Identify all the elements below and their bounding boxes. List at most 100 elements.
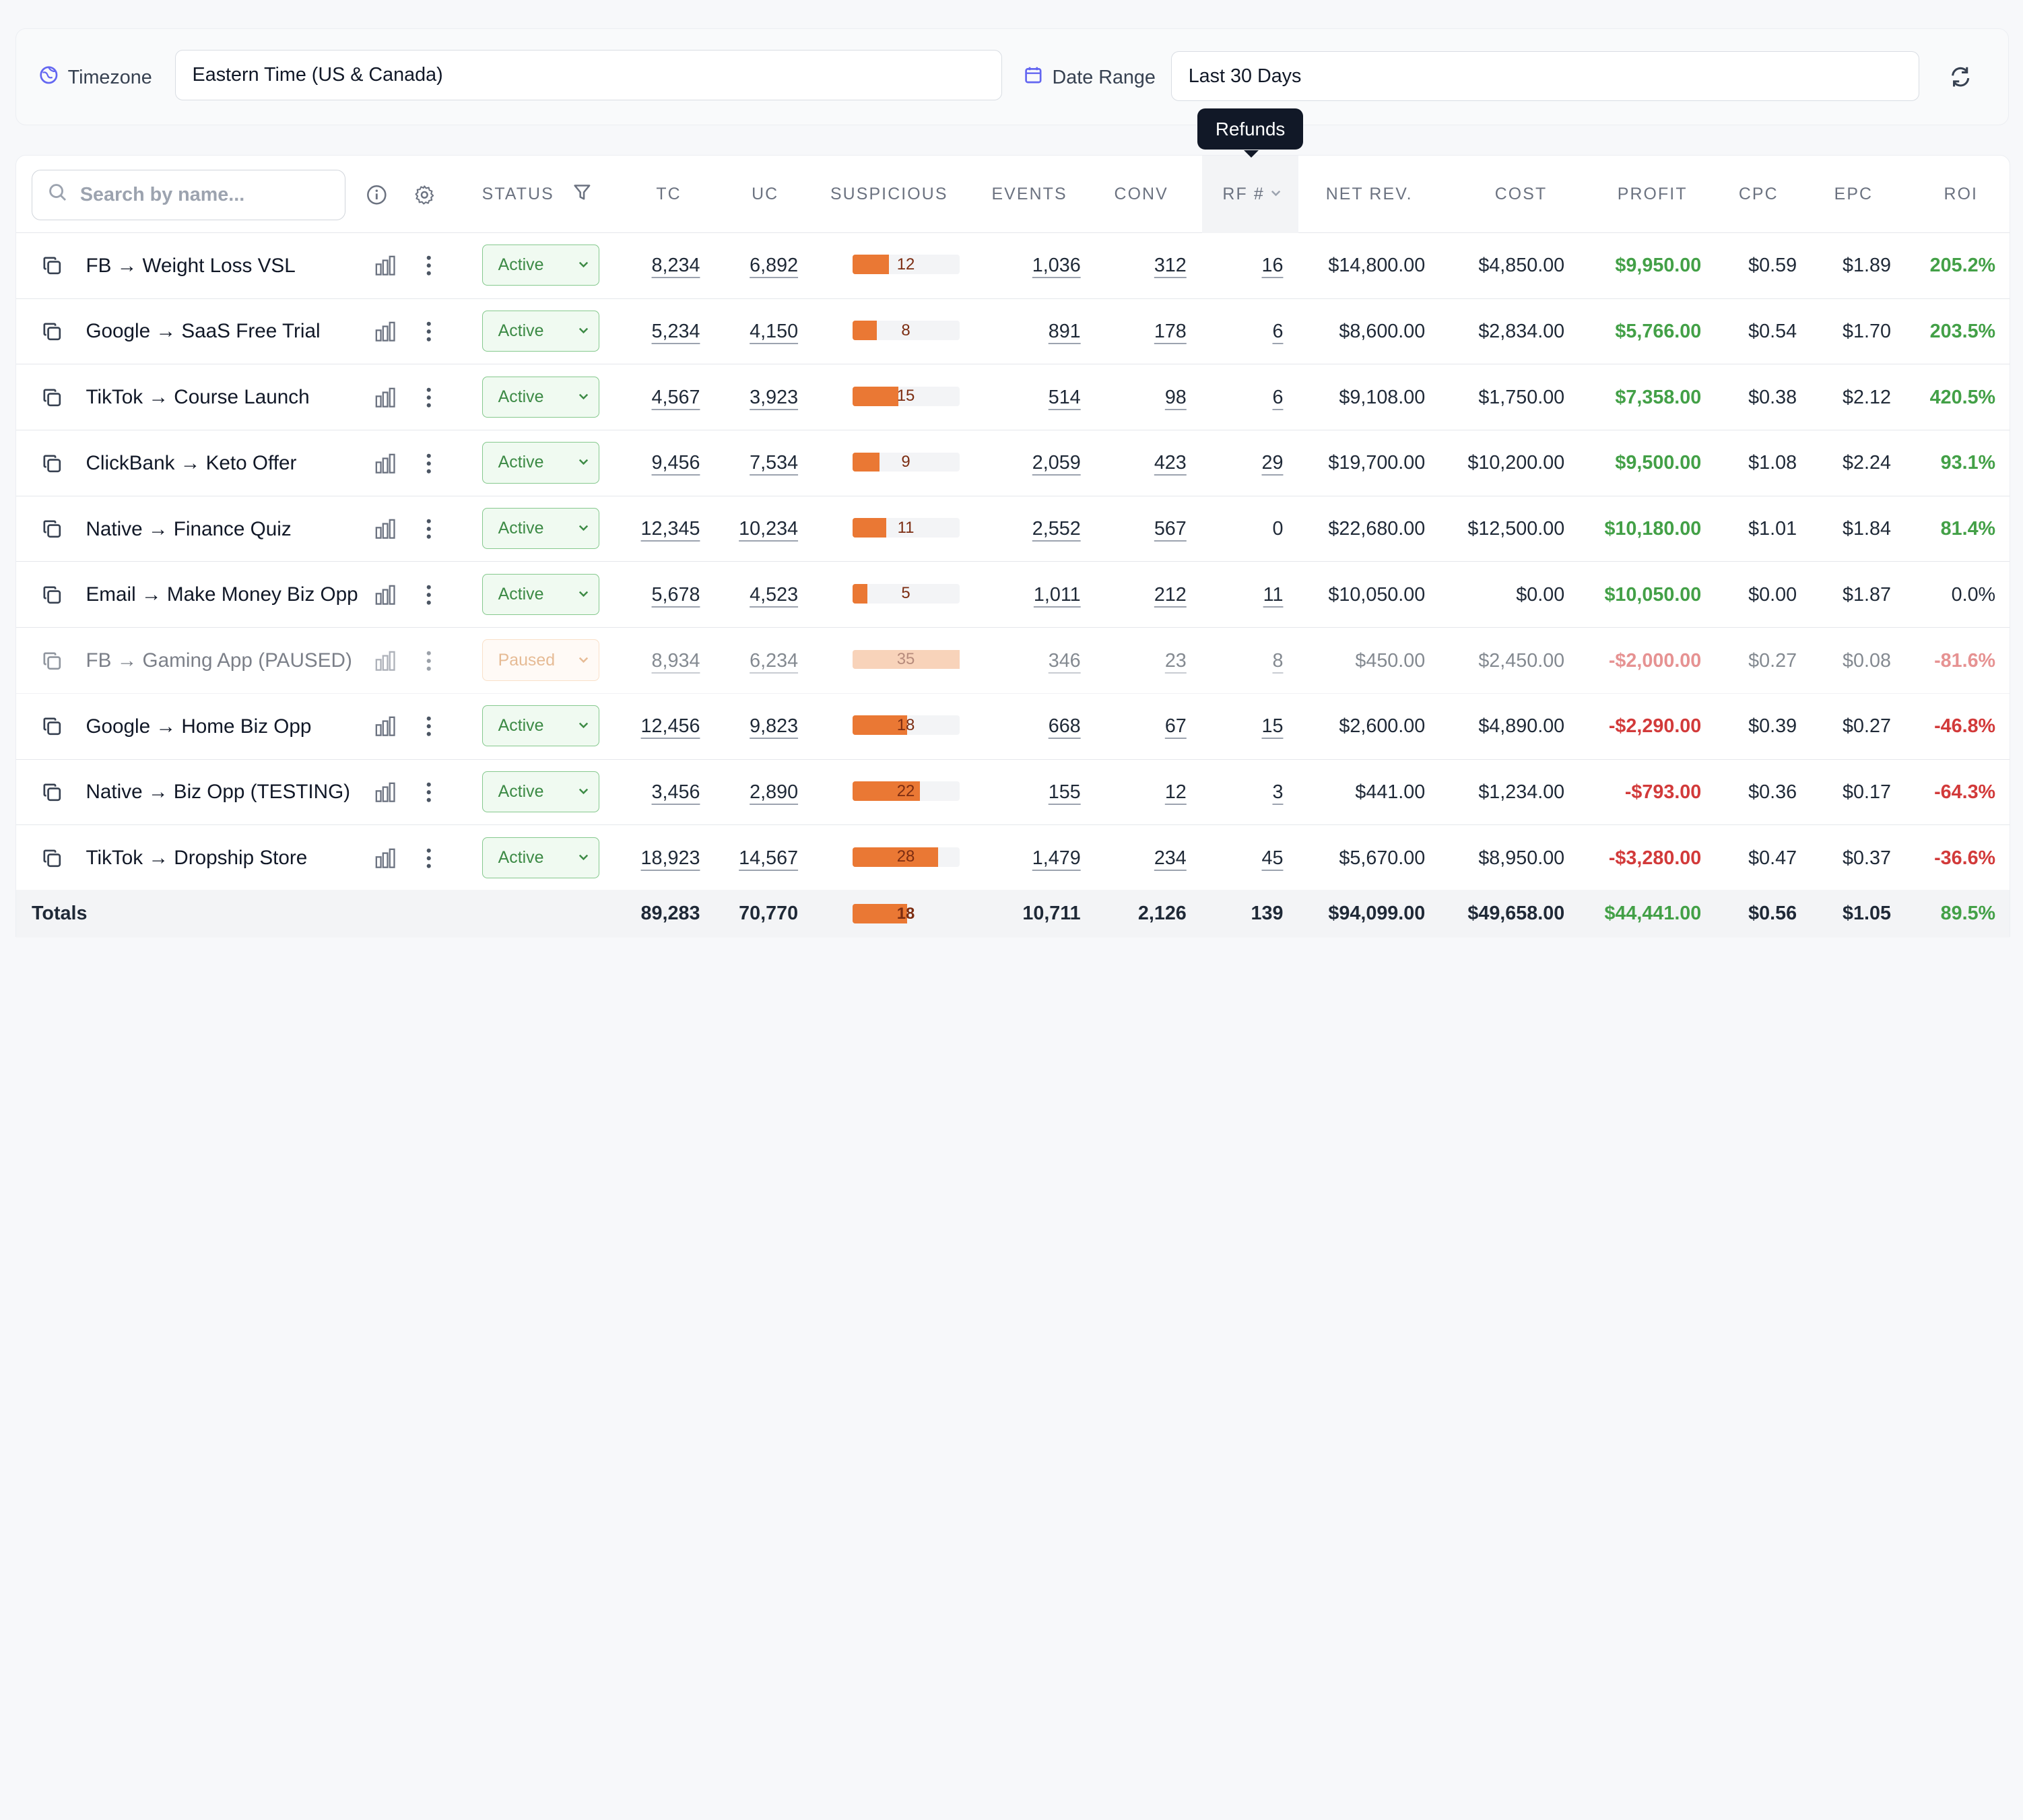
table-row[interactable]: Native → Biz Opp (TESTING) Active 3,456 … [15,760,2010,826]
bar-chart-icon[interactable] [374,233,397,299]
campaign-name[interactable]: Native → Finance Quiz [86,517,292,540]
copy-icon[interactable] [42,430,63,496]
more-options-icon[interactable] [425,694,432,760]
more-options-icon[interactable] [425,364,432,430]
campaign-name[interactable]: FB → Weight Loss VSL [86,254,296,277]
table-row[interactable]: ClickBank → Keto Offer Active 9,456 7,53… [15,430,2010,496]
more-options-icon[interactable] [425,825,432,891]
tc-value[interactable]: 9,456 [651,452,700,474]
column-epc[interactable]: EPC [1834,184,1873,203]
events-value[interactable]: 155 [1048,781,1081,803]
table-row[interactable]: Email → Make Money Biz Opp Active 5,678 … [15,562,2010,628]
events-value[interactable]: 1,036 [1032,255,1081,277]
campaign-name[interactable]: ClickBank → Keto Offer [86,451,297,474]
events-value[interactable]: 346 [1048,649,1081,672]
conv-value[interactable]: 67 [1164,715,1187,738]
info-icon[interactable] [366,184,388,206]
tc-value[interactable]: 5,234 [651,320,700,342]
table-row[interactable]: Google → Home Biz Opp Active 12,456 9,82… [15,694,2010,760]
more-options-icon[interactable] [425,562,432,628]
more-options-icon[interactable] [425,430,432,496]
copy-icon[interactable] [42,364,63,430]
bar-chart-icon[interactable] [374,562,397,628]
events-value[interactable]: 514 [1048,386,1081,408]
more-options-icon[interactable] [425,760,432,826]
conv-value[interactable]: 12 [1164,781,1187,803]
status-select[interactable]: Active [482,771,599,813]
bar-chart-icon[interactable] [374,628,397,694]
status-select[interactable]: Active [482,573,599,615]
bar-chart-icon[interactable] [374,299,397,365]
bar-chart-icon[interactable] [374,694,397,760]
table-row[interactable]: FB → Gaming App (PAUSED) Paused 8,934 6,… [15,628,2010,694]
column-suspicious[interactable]: SUSPICIOUS [830,184,948,203]
events-value[interactable]: 1,479 [1032,847,1081,869]
campaign-name[interactable]: Native → Biz Opp (TESTING) [86,781,351,804]
bar-chart-icon[interactable] [374,760,397,826]
table-row[interactable]: Google → SaaS Free Trial Active 5,234 4,… [15,299,2010,365]
table-row[interactable]: Native → Finance Quiz Active 12,345 10,2… [15,496,2010,562]
column-cpc[interactable]: CPC [1738,184,1779,203]
column-conv[interactable]: CONV [1114,184,1168,203]
status-select[interactable]: Active [482,442,599,484]
bar-chart-icon[interactable] [374,430,397,496]
rf-value[interactable]: 6 [1272,386,1284,408]
date-range-select[interactable]: Last 30 Days [1170,51,1920,102]
uc-value[interactable]: 6,234 [750,649,799,672]
rf-value[interactable]: 45 [1261,847,1284,869]
events-value[interactable]: 2,059 [1032,452,1081,474]
column-cost[interactable]: COST [1494,184,1548,203]
campaign-name[interactable]: Google → SaaS Free Trial [86,320,321,343]
rf-value[interactable]: 8 [1272,649,1284,672]
uc-value[interactable]: 10,234 [739,518,799,540]
uc-value[interactable]: 4,523 [750,583,799,606]
conv-value[interactable]: 23 [1164,649,1187,672]
events-value[interactable]: 668 [1048,715,1081,738]
status-select[interactable]: Active [482,507,599,550]
tc-value[interactable]: 5,678 [651,583,700,606]
tc-value[interactable]: 4,567 [651,386,700,408]
conv-value[interactable]: 178 [1154,320,1187,342]
refresh-icon[interactable] [1945,61,1976,92]
copy-icon[interactable] [42,628,63,694]
tc-value[interactable]: 8,934 [651,649,700,672]
bar-chart-icon[interactable] [374,364,397,430]
more-options-icon[interactable] [425,233,432,299]
table-row[interactable]: TikTok → Course Launch Active 4,567 3,92… [15,364,2010,430]
copy-icon[interactable] [42,496,63,562]
more-options-icon[interactable] [425,628,432,694]
copy-icon[interactable] [42,825,63,891]
status-select[interactable]: Active [482,705,599,747]
rf-value[interactable]: 15 [1261,715,1284,738]
column-events[interactable]: EVENTS [991,184,1067,203]
copy-icon[interactable] [42,760,63,826]
uc-value[interactable]: 3,923 [750,386,799,408]
status-select[interactable]: Active [482,837,599,878]
tc-value[interactable]: 12,456 [640,715,700,738]
conv-value[interactable]: 423 [1154,452,1187,474]
events-value[interactable]: 2,552 [1032,518,1081,540]
search-input[interactable] [79,183,325,206]
tc-value[interactable]: 12,345 [640,518,700,540]
more-options-icon[interactable] [425,299,432,365]
rf-value[interactable]: 0 [1272,518,1284,540]
column-uc[interactable]: UC [752,184,779,203]
campaign-name[interactable]: FB → Gaming App (PAUSED) [86,649,352,672]
rf-value[interactable]: 29 [1261,452,1284,474]
uc-value[interactable]: 14,567 [739,847,799,869]
status-select[interactable]: Active [482,376,599,418]
more-options-icon[interactable] [425,496,432,562]
column-net-rev[interactable]: NET REV. [1325,184,1413,203]
rf-value[interactable]: 6 [1272,320,1284,342]
conv-value[interactable]: 98 [1164,386,1187,408]
rf-value[interactable]: 11 [1263,583,1284,606]
column-tc[interactable]: TC [656,184,682,203]
campaign-name[interactable]: TikTok → Dropship Store [86,847,308,870]
column-rf[interactable]: RF # [1201,155,1299,233]
rf-value[interactable]: 3 [1272,781,1284,803]
uc-value[interactable]: 4,150 [750,320,799,342]
status-select[interactable]: Paused [482,639,599,681]
filter-icon[interactable] [572,183,592,207]
campaign-name[interactable]: Google → Home Biz Opp [86,715,312,738]
uc-value[interactable]: 7,534 [750,452,799,474]
